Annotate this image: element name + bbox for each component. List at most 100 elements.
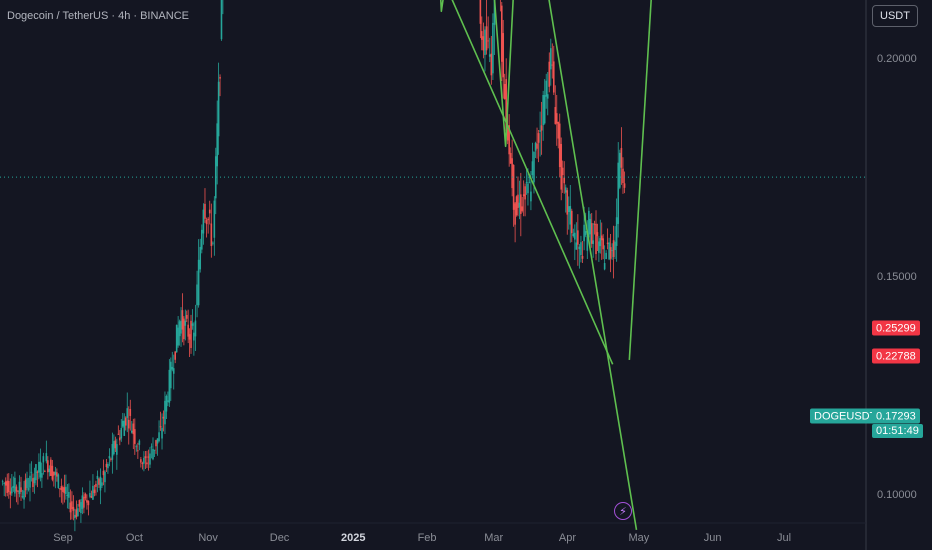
candle-down [557, 121, 560, 139]
candle-down [6, 480, 9, 493]
candle-up [567, 206, 570, 212]
candle-down [210, 223, 213, 247]
candle-down [581, 255, 584, 259]
current-price-tag: 0.17293 [872, 408, 920, 424]
candle-down [98, 478, 100, 485]
candle-up [57, 474, 60, 488]
candle-down [511, 158, 513, 189]
candle-up [615, 217, 618, 246]
candle-down [515, 196, 518, 216]
candle-down [219, 77, 221, 79]
candle-up [27, 488, 30, 490]
candle-down [72, 506, 75, 511]
candle-down [623, 183, 626, 188]
candle-down [56, 472, 58, 477]
candle-up [113, 441, 115, 455]
candle-up [138, 440, 141, 445]
candle-down [137, 450, 139, 452]
candle-up [194, 320, 197, 337]
candle-up [575, 242, 578, 250]
candle-down [147, 456, 150, 458]
candle-down [185, 314, 188, 319]
candle-up [617, 162, 620, 224]
candle-up [584, 231, 587, 236]
candle-down [188, 334, 191, 340]
candle-up [41, 473, 43, 478]
candle-up [578, 246, 581, 250]
y-tick-label: 0.15000 [877, 271, 917, 284]
candle-up [101, 482, 103, 486]
candle-up [199, 246, 202, 270]
candle-up [184, 320, 187, 326]
y-tick-label: 0.20000 [877, 53, 917, 66]
candle-up [572, 233, 575, 237]
candle-down [84, 493, 87, 499]
candle-up [545, 80, 548, 97]
candle-up [168, 369, 171, 403]
candle-up [38, 461, 40, 473]
candle-up [583, 224, 585, 242]
currency-button[interactable]: USDT [872, 5, 918, 27]
candle-up [488, 54, 491, 57]
candle-down [87, 501, 90, 506]
candle-up [156, 438, 159, 444]
candle-up [153, 449, 156, 451]
candle-down [552, 61, 555, 93]
candle-down [132, 423, 135, 435]
candle-down [36, 471, 39, 473]
candle-up [484, 29, 486, 56]
candle-up [574, 232, 576, 240]
x-tick-label: Dec [269, 532, 290, 544]
candle-down [119, 437, 121, 441]
candle-down [512, 164, 515, 210]
candle-down [554, 107, 557, 124]
candle-up [588, 210, 590, 238]
candle-up [605, 252, 607, 260]
candle-up [96, 475, 99, 479]
candle-down [204, 203, 206, 219]
level-tag-upper: 0.25299 [872, 320, 920, 336]
candle-down [17, 491, 19, 492]
candle-down [71, 501, 73, 509]
candle-down [570, 210, 573, 234]
candle-up [161, 427, 163, 439]
candle-down [563, 177, 566, 184]
candle-down [490, 53, 493, 76]
candle-down [134, 429, 136, 444]
candle-down [566, 190, 569, 215]
candle-up [116, 444, 118, 455]
candle-up [107, 463, 109, 469]
candle-up [29, 475, 31, 488]
flash-icon[interactable]: ⚡ [614, 502, 632, 520]
chart-title: Dogecoin / TetherUS · 4h · BINANCE [7, 10, 189, 22]
candle-down [500, 5, 503, 62]
candle-up [546, 94, 549, 99]
candle-down [560, 143, 563, 190]
candle-down [90, 495, 93, 498]
candle-up [54, 471, 57, 475]
x-tick-label: Oct [125, 532, 143, 544]
candle-down [47, 460, 49, 473]
candle-up [608, 242, 610, 260]
zigzag-drawing [439, 0, 514, 148]
candle-down [83, 496, 85, 508]
candle-up [66, 494, 69, 496]
candle-up [48, 468, 51, 473]
candle-up [35, 464, 37, 481]
candle-up [619, 152, 621, 188]
candle-up [589, 218, 592, 235]
candle-down [63, 487, 66, 494]
candle-down [207, 218, 209, 221]
candle-up [33, 477, 36, 484]
candle-up [39, 461, 42, 478]
candle-down [117, 433, 120, 435]
candle-down [609, 247, 612, 259]
candle-up [611, 250, 613, 251]
candle-down [540, 125, 543, 131]
x-tick-label: Feb [417, 532, 437, 544]
candle-up [531, 161, 534, 176]
candle-down [514, 203, 516, 225]
candle-down [174, 351, 177, 360]
candle-up [212, 242, 214, 244]
